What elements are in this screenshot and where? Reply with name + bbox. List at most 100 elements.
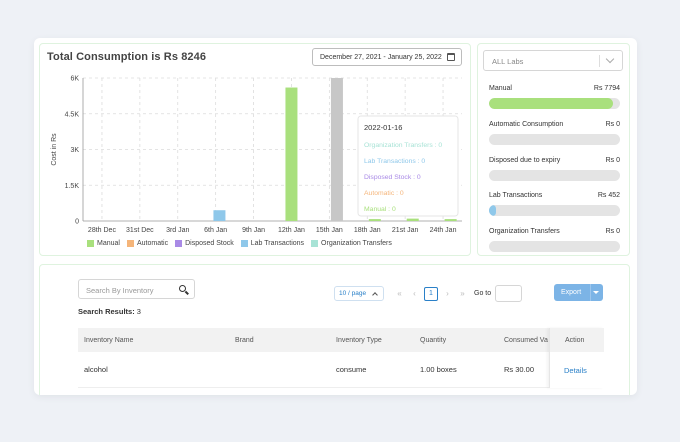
x-tick-label: 18th Jan [354,227,381,234]
stat-label: Disposed due to expiry [489,157,561,164]
x-tick-label: 15th Jan [316,227,343,234]
goto-label: Go to [474,290,492,297]
legend-label: Manual [97,240,120,247]
legend-item-automatic[interactable]: Automatic [126,240,169,247]
table-header: Inventory Name Brand Inventory Type Quan… [78,328,604,352]
legend-label: Disposed Stock [185,240,234,247]
last-page-button[interactable]: » [460,289,465,298]
stat-lab-transactions: Lab Transactions Rs 452 [489,192,620,216]
legend-swatch [311,240,319,247]
chart-title: Total Consumption is Rs 8246 [47,51,207,63]
first-page-button[interactable]: « [397,289,402,298]
bar-manual [368,219,381,221]
chevron-up-icon [372,292,378,298]
x-tick-label: 21st Jan [392,227,419,234]
tooltip-date: 2022-01-16 [364,123,402,132]
export-button[interactable]: Export [554,284,603,301]
tooltip-line: Disposed Stock : 0 [364,174,421,181]
bar-manual [406,218,419,221]
results-label: Search Results: [78,307,135,316]
page-size-select[interactable]: 10 / page [334,286,384,301]
lab-select[interactable]: ALL Labs [483,50,623,71]
bar-manual [285,87,298,222]
date-range-picker[interactable]: December 27, 2021 - January 25, 2022 [312,48,462,66]
caret-down-icon[interactable] [593,291,599,294]
column-header-action: Action [565,336,585,344]
y-axis-label: Cost in Rs [51,133,58,166]
column-header-inventory-name[interactable]: Inventory Name [84,336,134,344]
x-tick-label: 12th Jan [278,227,305,234]
details-link[interactable]: Details [564,366,587,375]
stat-value: Rs 0 [605,121,620,128]
stat-manual: Manual Rs 7794 [489,85,620,109]
legend-label: Organization Transfers [321,240,392,247]
search-placeholder: Search By Inventory [86,286,154,295]
y-tick-label: 3K [70,147,79,154]
consumption-chart-card: 0 1.5K 3K 4.5K 6K 28th Dec 31st Dec 3rd Jan 6th … [39,43,471,256]
inventory-table-card: Search By Inventory Search Results: 3 10… [39,264,630,395]
goto-page-input[interactable] [495,285,523,302]
stat-progress-bar [489,205,620,216]
x-tick-label: 31st Dec [126,227,154,234]
stat-automatic-consumption: Automatic Consumption Rs 0 [489,121,620,145]
page-size-value: 10 / page [339,290,367,297]
x-tick-label: 24th Jan [430,227,457,234]
legend-item-manual[interactable]: Manual [87,240,120,247]
table-row: alcohol consume 1.00 boxes Rs 30.00 [78,352,604,388]
stat-value: Rs 0 [605,157,620,164]
y-tick-label: 6K [70,76,79,83]
stat-label: Lab Transactions [489,192,543,199]
legend-label: Automatic [136,240,169,247]
pagination: 10 / page « ‹ 1 › » Go to [334,285,523,302]
bar-manual [444,219,457,221]
y-tick-label: 4.5K [65,111,80,118]
tooltip-line: Lab Transactions : 0 [364,158,425,165]
select-divider [599,55,600,67]
column-header-brand[interactable]: Brand [235,336,254,344]
export-label: Export [561,289,582,296]
column-header-inventory-type[interactable]: Inventory Type [336,336,382,344]
consumption-summary-card: ALL Labs Manual Rs 7794 Automatic Consump… [477,43,630,256]
lab-select-value: ALL Labs [492,57,524,66]
stat-progress-bar [489,134,620,145]
chart-legend: Manual Automatic Disposed Stock Lab Tran… [87,240,392,247]
stat-progress-fill [489,205,497,216]
stat-organization-transfers: Organization Transfers Rs 0 [489,228,620,252]
prev-page-button[interactable]: ‹ [413,289,416,298]
search-input[interactable]: Search By Inventory [78,279,195,299]
search-icon[interactable] [179,285,186,292]
legend-swatch [87,240,94,247]
legend-item-disposed-stock[interactable]: Disposed Stock [175,240,234,247]
stat-disposed-due-to-expiry: Disposed due to expiry Rs 0 [489,157,620,181]
legend-swatch [126,240,134,247]
chart-tooltip: 2022-01-16 Organization Transfers : 0 Lab … [357,115,459,217]
legend-item-lab-transactions[interactable]: Lab Transactions [240,240,305,247]
chevron-down-icon [605,54,615,64]
legend-item-organization-transfers[interactable]: Organization Transfers [311,240,392,247]
cell-inventory-name: alcohol [84,365,108,374]
tooltip-line: Organization Transfers : 0 [364,142,442,149]
results-count: 3 [136,307,141,316]
consumption-chart: 0 1.5K 3K 4.5K 6K 28th Dec 31st Dec 3rd Jan 6th … [51,76,462,234]
column-header-consumed-value[interactable]: Consumed Va [504,336,548,344]
x-tick-label: 9th Jan [242,227,265,234]
tooltip-line: Automatic : 0 [364,190,404,197]
action-column-header-bg [549,328,604,352]
column-header-quantity[interactable]: Quantity [420,336,447,344]
stat-progress-bar [489,98,620,109]
x-tick-label: 28th Dec [88,227,117,234]
cell-consumed-value: Rs 30.00 [504,365,535,374]
tooltip-line: Manual : 0 [364,206,396,213]
calendar-icon [447,53,455,61]
stat-value: Rs 7794 [593,85,620,92]
x-tick-label: 3rd Jan [166,227,189,234]
page-number-current[interactable]: 1 [424,286,438,301]
stat-progress-fill [489,98,613,109]
next-page-button[interactable]: › [446,289,449,298]
stat-label: Manual [489,85,512,92]
x-tick-label: 6th Jan [204,227,227,234]
y-tick-label: 0 [75,219,79,226]
inventory-table: Inventory Name Brand Inventory Type Quan… [78,328,604,388]
legend-label: Lab Transactions [250,240,305,247]
tooltip-box [357,115,459,217]
